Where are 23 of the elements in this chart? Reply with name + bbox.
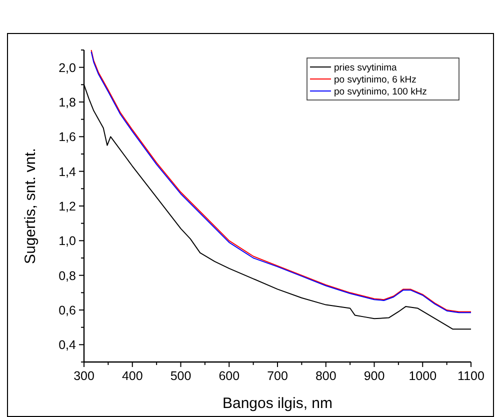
x-tick-label: 500 xyxy=(170,369,192,383)
y-tick-label: 0,6 xyxy=(58,304,76,318)
y-tick-label: 0,8 xyxy=(58,268,76,283)
legend-label: po svytinimo, 6 kHz xyxy=(334,74,417,86)
x-tick-label: 700 xyxy=(267,369,288,383)
y-tick-label: 0,4 xyxy=(58,338,76,352)
y-tick-label: 2,0 xyxy=(58,60,76,75)
x-tick-label: 1000 xyxy=(408,369,437,383)
y-tick-label: 1,2 xyxy=(58,200,76,214)
x-tick-label: 400 xyxy=(122,369,143,383)
y-axis-title: Sugertis, snt. vnt. xyxy=(22,148,39,264)
legend-label: pries svytinima xyxy=(334,62,398,74)
x-tick-label: 300 xyxy=(74,369,94,383)
x-tick-label: 900 xyxy=(364,369,385,383)
x-tick-label: 600 xyxy=(218,369,240,383)
y-tick-label: 1,0 xyxy=(58,234,76,248)
x-tick-label: 800 xyxy=(315,369,336,383)
x-tick-label: 1100 xyxy=(458,369,484,383)
y-tick-label: 1,4 xyxy=(58,164,76,179)
y-tick-label: 1,6 xyxy=(58,130,76,144)
legend-label: po svytinimo, 100 kHz xyxy=(334,86,428,98)
y-tick-label: 1,8 xyxy=(58,96,76,110)
x-axis-title: Bangos ilgis, nm xyxy=(222,395,333,412)
